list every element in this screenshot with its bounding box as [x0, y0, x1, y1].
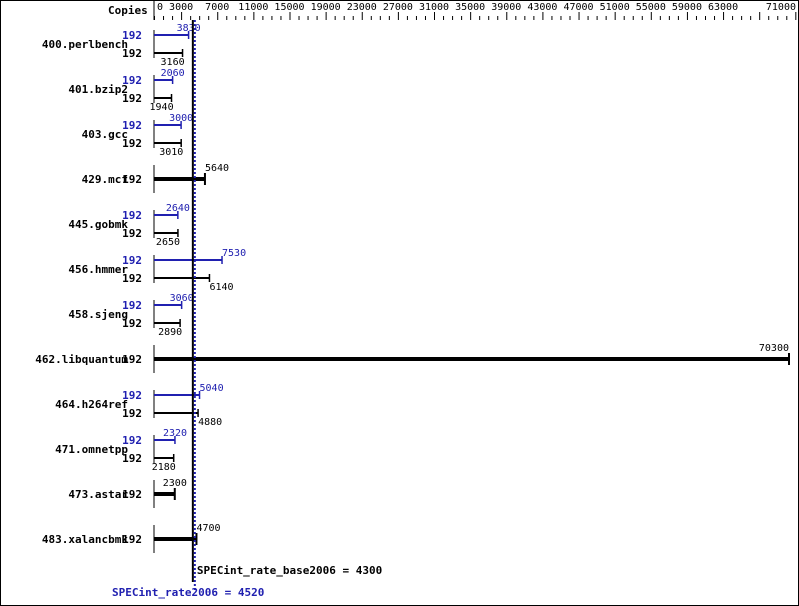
- tick-label: 19000: [311, 2, 341, 13]
- copies-base: 192: [122, 272, 142, 285]
- tick-label: 15000: [274, 2, 304, 13]
- benchmark-label: 429.mcf: [82, 173, 128, 186]
- peak-value-label: 2640: [166, 203, 190, 214]
- copies-base: 192: [122, 317, 142, 330]
- peak-value-label: 3000: [169, 113, 193, 124]
- base-value-label: 4700: [196, 523, 220, 534]
- benchmark-label: 456.hmmer: [68, 263, 128, 276]
- peak-value-label: 2320: [163, 428, 187, 439]
- copies-peak: 192: [122, 434, 142, 447]
- base-value-label: 3160: [161, 57, 185, 68]
- tick-label: 35000: [455, 2, 485, 13]
- base-value-label: 6140: [209, 282, 233, 293]
- tick-label: 71000: [766, 2, 796, 13]
- peak-value-label: 2060: [161, 68, 185, 79]
- peak-value-label: 5040: [200, 383, 224, 394]
- benchmark-label: 401.bzip2: [68, 83, 128, 96]
- tick-label: 31000: [419, 2, 449, 13]
- base-value-label: 2180: [152, 462, 176, 473]
- copies-base: 192: [122, 407, 142, 420]
- benchmark-label: 458.sjeng: [68, 308, 128, 321]
- tick-label: 39000: [491, 2, 521, 13]
- copies-peak: 192: [122, 29, 142, 42]
- copies-base: 192: [122, 173, 142, 186]
- copies-peak: 192: [122, 389, 142, 402]
- benchmark-label: 400.perlbench: [42, 38, 128, 51]
- benchmark-label: 403.gcc: [82, 128, 128, 141]
- tick-label: 23000: [347, 2, 377, 13]
- benchmark-label: 462.libquantum: [35, 353, 128, 366]
- base-value-label: 4880: [198, 417, 222, 428]
- benchmark-label: 483.xalancbmk: [42, 533, 128, 546]
- summary-base-label: SPECint_rate_base2006 = 4300: [197, 564, 382, 577]
- summary-peak-label: SPECint_rate2006 = 4520: [112, 586, 264, 599]
- base-value-label: 2650: [156, 237, 180, 248]
- tick-label: 7000: [205, 2, 229, 13]
- copies-base: 192: [122, 47, 142, 60]
- base-value-label: 1940: [150, 102, 174, 113]
- copies-peak: 192: [122, 74, 142, 87]
- copies-base: 192: [122, 137, 142, 150]
- tick-label: 0: [157, 2, 163, 13]
- base-value-label: 3010: [159, 147, 183, 158]
- copies-base: 192: [122, 227, 142, 240]
- tick-label: 3000: [169, 2, 193, 13]
- tick-label: 47000: [563, 2, 593, 13]
- peak-value-label: 3830: [177, 23, 201, 34]
- benchmark-label: 471.omnetpp: [55, 443, 128, 456]
- copies-base: 192: [122, 353, 142, 366]
- tick-label: 27000: [383, 2, 413, 13]
- benchmark-label: 464.h264ref: [55, 398, 128, 411]
- tick-label: 59000: [672, 2, 702, 13]
- benchmark-label: 445.gobmk: [68, 218, 128, 231]
- copies-peak: 192: [122, 299, 142, 312]
- tick-label: 55000: [636, 2, 666, 13]
- benchmark-label: 473.astar: [68, 488, 128, 501]
- copies-peak: 192: [122, 209, 142, 222]
- copies-base: 192: [122, 452, 142, 465]
- tick-label: 63000: [708, 2, 738, 13]
- tick-label: 51000: [600, 2, 630, 13]
- tick-label: 11000: [238, 2, 268, 13]
- copies-header: Copies: [108, 4, 148, 17]
- base-value-label: 2890: [158, 327, 182, 338]
- base-value-label: 2300: [163, 478, 187, 489]
- base-value-label: 5640: [205, 163, 229, 174]
- copies-base: 192: [122, 92, 142, 105]
- copies-base: 192: [122, 488, 142, 501]
- copies-peak: 192: [122, 119, 142, 132]
- tick-label: 43000: [527, 2, 557, 13]
- peak-value-label: 3060: [170, 293, 194, 304]
- peak-value-label: 7530: [222, 248, 246, 259]
- base-value-label: 70300: [759, 343, 789, 354]
- copies-base: 192: [122, 533, 142, 546]
- copies-peak: 192: [122, 254, 142, 267]
